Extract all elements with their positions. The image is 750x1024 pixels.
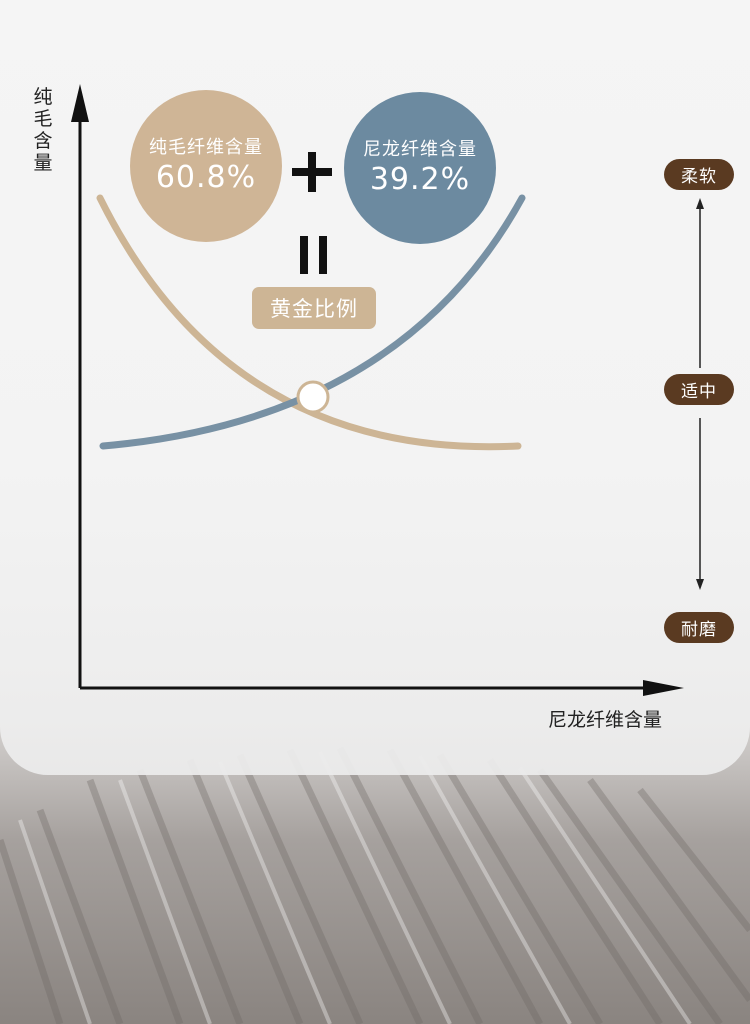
scale-arrow-up-head (696, 198, 704, 209)
scale-arrow-down-head (696, 579, 704, 590)
wool-content-label: 纯毛纤维含量 (149, 137, 263, 158)
plus-sign (292, 152, 332, 192)
chart-canvas (71, 84, 704, 696)
background-texture (0, 480, 750, 1024)
intersection-point (296, 380, 330, 414)
wool-content-value: 60.8% (155, 160, 257, 195)
nylon-content-value: 39.2% (369, 162, 471, 197)
nylon-content-circle: 尼龙纤维含量 39.2% (344, 92, 496, 244)
wool-curve (96, 194, 522, 451)
scale-tag-soft: 柔软 (664, 159, 734, 190)
y-axis-arrow (71, 84, 89, 122)
scale-tag-medium: 适中 (664, 374, 734, 405)
x-axis-label: 尼龙纤维含量 (548, 709, 663, 731)
equals-sign (300, 236, 327, 274)
wool-content-circle: 纯毛纤维含量 60.8% (130, 90, 282, 242)
nylon-curve (99, 194, 526, 450)
golden-ratio-badge: 黄金比例 (252, 287, 376, 329)
y-axis-label: 纯毛含量 (33, 86, 53, 174)
x-axis-arrow (643, 680, 684, 696)
nylon-content-label: 尼龙纤维含量 (363, 139, 477, 160)
scale-tag-durable: 耐磨 (664, 612, 734, 643)
